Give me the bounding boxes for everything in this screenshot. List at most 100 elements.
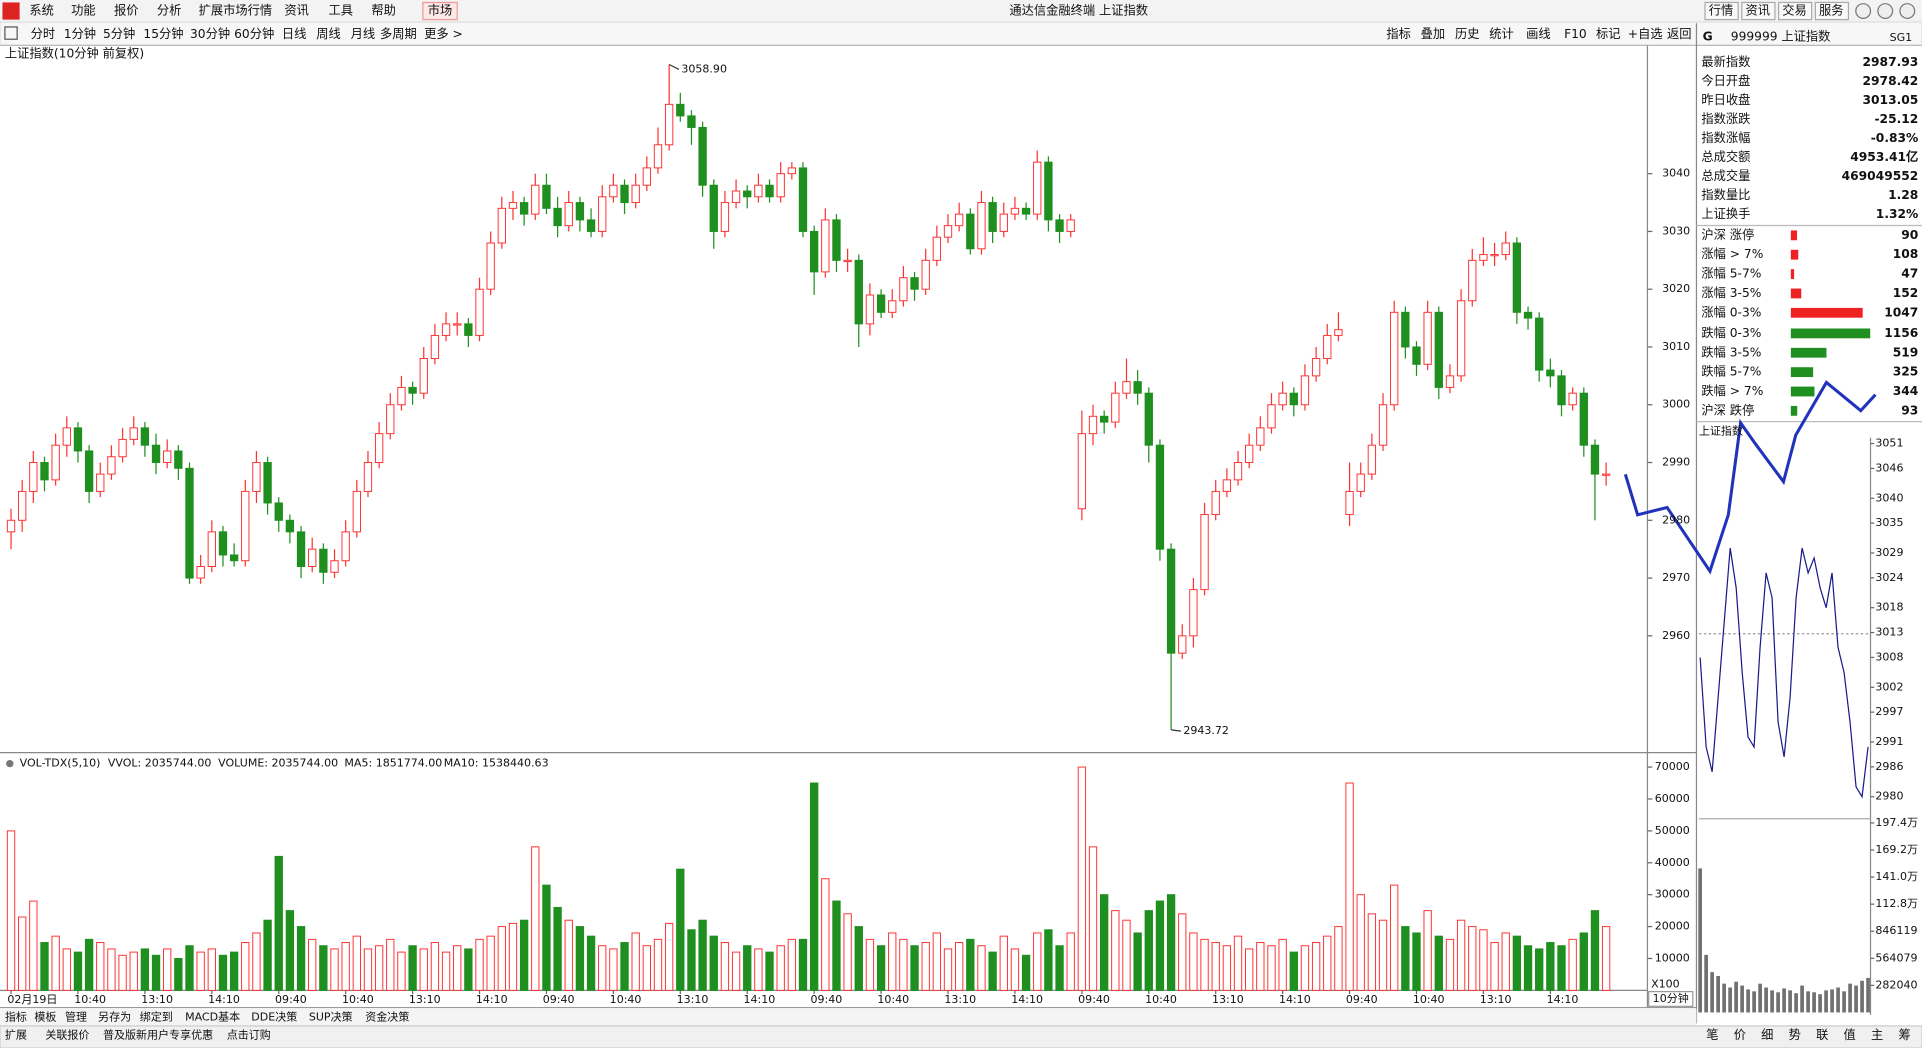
tool-button[interactable]: 指标 [1386,26,1411,41]
candle-body [1077,433,1087,510]
volume-bar [397,951,406,991]
volume-bar [408,945,417,991]
candle-body [1367,444,1377,475]
candle-body [943,225,953,238]
header-button[interactable]: 资讯 [1745,4,1770,18]
tool-button[interactable]: F10 [1564,27,1587,41]
period-button[interactable]: 30分钟 [190,26,230,41]
candle-body [1100,415,1109,423]
breadth-label: 涨幅 0-3% [1701,304,1761,319]
menu-item[interactable]: 资讯 [284,4,309,18]
period-button[interactable]: 5分钟 [103,26,135,41]
tool-button[interactable]: 画线 [1526,27,1551,41]
tool-button[interactable]: 统计 [1489,27,1514,41]
menu-item[interactable]: 报价 [114,3,139,18]
candle-body [341,531,350,562]
maximize-button[interactable] [1877,3,1894,19]
right-tab[interactable]: 价 [1734,1028,1746,1042]
bottom-tab[interactable]: DDE决策 [251,1009,297,1023]
volume-bar [586,935,596,991]
breadth-bar [1790,288,1802,299]
menu-item[interactable]: 功能 [71,4,96,18]
period-button[interactable]: 月线 [351,27,376,41]
x-tick-label: 10:40 [342,993,374,1006]
quote-value: -0.83% [1871,131,1919,145]
y-tick-label: 3013 [1875,626,1903,639]
minimize-button[interactable] [1855,3,1872,19]
right-tab[interactable]: 联 [1816,1028,1828,1042]
period-button[interactable]: 分时 [31,27,56,41]
menu-item[interactable]: 分析 [157,4,182,18]
volume-bar [1434,935,1443,991]
bottom-tab[interactable]: SUP决策 [309,1009,353,1023]
quote-label: 总成交量 [1701,168,1750,183]
bottom-tab[interactable]: 指标 [5,1009,27,1023]
candle-body [1066,219,1075,232]
period-button[interactable]: 日线 [282,27,307,41]
menu-item[interactable]: 帮助 [371,4,396,18]
right-tab[interactable]: 主 [1871,1028,1883,1042]
mini-volume-bar [1806,991,1810,1013]
candle-body [519,202,529,215]
candle-body [453,323,462,326]
candle-body [1568,392,1577,406]
breadth-label: 跌幅 > 7% [1701,383,1763,398]
header-button[interactable]: 行情 [1709,4,1734,18]
status-item[interactable]: 扩展 [5,1028,27,1042]
period-button[interactable]: 周线 [316,27,341,41]
bottom-tab[interactable]: 资金决策 [365,1009,409,1023]
title-bar [0,0,1922,23]
right-tab[interactable]: 势 [1789,1028,1801,1042]
period-button[interactable]: 15分钟 [143,26,183,41]
tool-button[interactable]: 返回 [1667,27,1692,41]
menu-item[interactable]: 工具 [329,4,354,18]
header-button[interactable]: 交易 [1782,3,1807,18]
mini-volume-bar [1752,991,1756,1013]
status-item[interactable]: 关联报价 [45,1028,89,1042]
right-tab[interactable]: 值 [1844,1027,1856,1042]
volume-bar [642,945,652,991]
volume-bar [1055,945,1064,991]
bottom-tab[interactable]: 模板 [34,1009,56,1023]
y2-tick-label: 846119 [1875,924,1917,937]
tool-button[interactable]: 历史 [1455,27,1480,41]
bottom-tab[interactable]: 管理 [65,1009,87,1023]
close-button[interactable] [1899,3,1916,19]
candle-body [1546,369,1555,377]
mini-volume-bar [1818,994,1822,1013]
volume-bar [1412,932,1421,991]
volume-bar [1066,932,1075,991]
right-tab[interactable]: 筹 [1898,1028,1910,1042]
volume-bar [464,948,473,991]
status-item[interactable]: 普及版新用户专享优惠 [103,1028,213,1042]
breadth-value: 344 [1893,384,1919,398]
period-button[interactable]: 1分钟 [64,26,96,41]
volume-bar [1468,926,1477,991]
volume-bar [185,945,194,991]
candle-body [441,323,451,336]
menu-item[interactable]: 系统 [29,4,54,18]
right-tab[interactable]: 细 [1761,1028,1773,1042]
tool-button[interactable]: +自选 [1628,27,1663,41]
tool-button[interactable]: 标记 [1596,27,1621,41]
candle-body [84,450,94,492]
tool-button[interactable]: 叠加 [1421,27,1446,41]
x-tick-label: 13:10 [1480,993,1512,1006]
bottom-tab[interactable]: 绑定到 [140,1009,173,1023]
period-button[interactable]: 多周期 [380,27,417,41]
quote-value: 1.32% [1876,207,1919,221]
bottom-tab[interactable]: 另存为 [98,1009,131,1023]
more-button[interactable]: 更多 > [424,27,463,41]
volume-bar [1200,938,1209,991]
volume-bar [876,945,886,991]
bottom-tab[interactable]: MACD基本 [185,1009,240,1023]
volume-bar [151,954,161,991]
period-button[interactable]: 60分钟 [234,26,274,41]
right-tab[interactable]: 笔 [1706,1027,1718,1042]
market-button[interactable]: 市场 [428,3,453,18]
candle-body [709,184,718,232]
status-item[interactable]: 点击订购 [227,1028,271,1042]
header-button[interactable]: 服务 [1819,3,1844,18]
menu-item[interactable]: 扩展市场行情 [199,3,273,18]
volume-bar [1390,884,1399,991]
